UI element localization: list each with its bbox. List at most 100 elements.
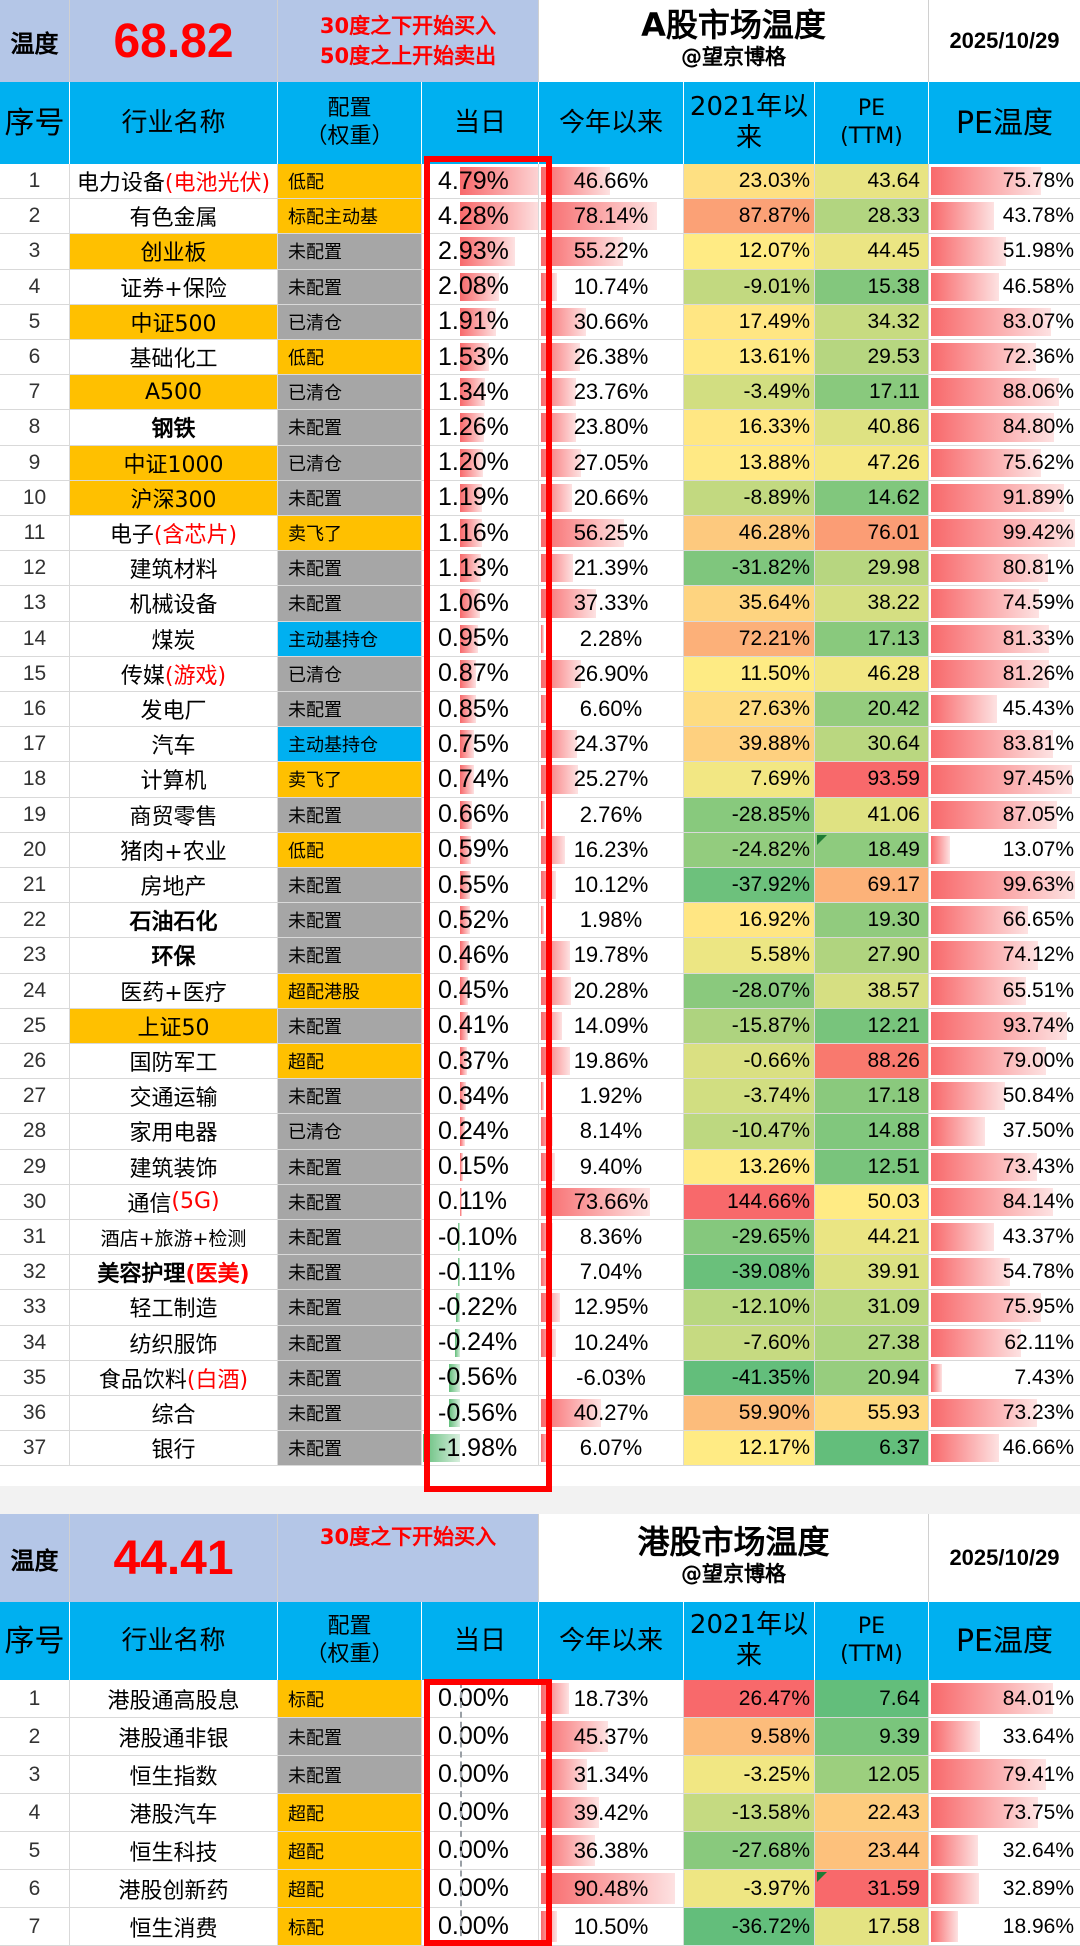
row-index: 27 bbox=[0, 1079, 70, 1114]
pe-temperature-value: 54.78% bbox=[1002, 1260, 1074, 1284]
daily-change-cell: -0.10% bbox=[422, 1220, 539, 1255]
industry-name: A500 bbox=[70, 375, 278, 410]
daily-change-value: 1.53% bbox=[438, 342, 509, 371]
pe-ttm-value: 12.51 bbox=[867, 1154, 920, 1178]
ytd-change-value: 36.38% bbox=[573, 1837, 649, 1863]
daily-change-cell: 0.00% bbox=[422, 1794, 539, 1831]
hk-share-column-header: 序号 行业名称 配置 （权重） 当日 今年以来 2021年以 来 PE (TTM… bbox=[0, 1602, 1080, 1680]
since-2021-value: 12.17% bbox=[738, 1436, 810, 1460]
ytd-change-cell: 46.66% bbox=[539, 164, 684, 199]
a-table-row: 37 银行 未配置 -1.98% 6.07% 12.17% 6.37 46.66% bbox=[0, 1431, 1080, 1467]
pe-temperature-cell: 75.95% bbox=[929, 1290, 1080, 1324]
config-status: 标配 bbox=[278, 1908, 422, 1945]
hk-table-row: 5 恒生科技 超配 0.00% 36.38% -27.68% 23.44 32.64% bbox=[0, 1832, 1080, 1870]
daily-change-bar bbox=[460, 554, 482, 583]
since-2021-cell: 35.64% bbox=[684, 586, 815, 621]
row-index: 14 bbox=[0, 621, 70, 656]
daily-change-value: 0.46% bbox=[438, 940, 509, 969]
pe-temperature-bar bbox=[931, 1223, 994, 1252]
row-index: 24 bbox=[0, 973, 70, 1008]
industry-name: 上证50 bbox=[70, 1008, 278, 1043]
config-status: 超配 bbox=[278, 1832, 422, 1869]
since-2021-cell: -8.89% bbox=[684, 480, 815, 515]
pe-temperature-cell: 99.42% bbox=[929, 516, 1080, 550]
pe-temperature-cell: 37.50% bbox=[929, 1114, 1080, 1148]
pe-ttm-cell: 44.45 bbox=[815, 234, 929, 269]
config-status: 未配置 bbox=[278, 868, 422, 903]
a-table-row: 21 房地产 未配置 0.55% 10.12% -37.92% 69.17 99.63% bbox=[0, 868, 1080, 904]
industry-name-text: 食品饮料 bbox=[98, 1367, 187, 1393]
pe-temperature-bar bbox=[931, 871, 1076, 900]
industry-name-text: 港股通高股息 bbox=[107, 1688, 240, 1714]
daily-change-value: 2.93% bbox=[438, 236, 509, 265]
since-2021-cell: 13.26% bbox=[684, 1149, 815, 1184]
since-2021-cell: -31.82% bbox=[684, 551, 815, 586]
pe-ttm-value: 17.11 bbox=[869, 380, 920, 404]
daily-change-cell: 0.00% bbox=[422, 1832, 539, 1869]
a-table-row: 35 食品饮料 (白酒) 未配置 -0.56% -6.03% -41.35% 20.94 7.4… bbox=[0, 1360, 1080, 1396]
pe-ttm-cell: 17.13 bbox=[815, 621, 929, 656]
since-2021-value: 16.33% bbox=[738, 415, 810, 439]
row-index: 25 bbox=[0, 1008, 70, 1043]
hk-table-row: 7 恒生消费 标配 0.00% 10.50% -36.72% 17.58 18.96% bbox=[0, 1908, 1080, 1946]
row-index: 29 bbox=[0, 1149, 70, 1184]
since-2021-value: 13.88% bbox=[738, 450, 810, 474]
ytd-change-cell: 9.40% bbox=[539, 1149, 684, 1184]
industry-name: 医药+医疗 bbox=[70, 973, 278, 1008]
daily-change-bar bbox=[460, 765, 474, 794]
col-industry-name: 行业名称 bbox=[70, 82, 278, 164]
pe-ttm-value: 47.26 bbox=[867, 450, 920, 474]
daily-change-cell: 1.34% bbox=[422, 375, 539, 410]
daily-change-value: 0.95% bbox=[438, 624, 509, 653]
ytd-change-bar bbox=[541, 1434, 550, 1463]
since-2021-value: -28.07% bbox=[731, 978, 810, 1002]
report-date: 2025/10/29 bbox=[929, 0, 1080, 82]
row-index: 5 bbox=[0, 304, 70, 339]
industry-name: 恒生指数 bbox=[70, 1756, 278, 1793]
industry-name: 国防军工 bbox=[70, 1044, 278, 1079]
daily-change-value: 1.20% bbox=[438, 448, 509, 477]
daily-change-value: -0.11% bbox=[438, 1257, 516, 1286]
pe-ttm-value: 12.05 bbox=[867, 1762, 920, 1786]
page-title: A股市场温度 bbox=[641, 6, 826, 44]
ytd-change-bar bbox=[541, 800, 546, 829]
pe-ttm-cell: 14.88 bbox=[815, 1114, 929, 1149]
daily-change-bar bbox=[460, 343, 489, 372]
pe-ttm-cell: 17.18 bbox=[815, 1079, 929, 1114]
pe-temperature-bar bbox=[931, 1683, 1053, 1714]
pe-ttm-value: 28.33 bbox=[867, 204, 920, 228]
config-status: 未配置 bbox=[278, 1756, 422, 1793]
col-pe-line1: PE bbox=[857, 96, 886, 121]
pe-temperature-cell: 81.26% bbox=[929, 657, 1080, 691]
ytd-change-value: 14.09% bbox=[573, 1012, 649, 1038]
ytd-change-cell: 8.14% bbox=[539, 1114, 684, 1149]
pe-temperature-value: 74.12% bbox=[1002, 943, 1074, 967]
config-status: 未配置 bbox=[278, 903, 422, 938]
row-index: 28 bbox=[0, 1114, 70, 1149]
daily-change-cell: 2.93% bbox=[422, 234, 539, 269]
pe-temperature-value: 72.36% bbox=[1002, 345, 1074, 369]
since-2021-cell: -27.68% bbox=[684, 1832, 815, 1869]
ytd-change-bar bbox=[541, 413, 577, 442]
industry-name-text: 猪肉+农业 bbox=[120, 839, 227, 865]
industry-name: 纺织服饰 bbox=[70, 1325, 278, 1360]
daily-change-value: 1.13% bbox=[438, 553, 509, 582]
daily-change-bar bbox=[460, 237, 516, 266]
author-handle: @望京博格 bbox=[681, 45, 786, 69]
config-status: 低配 bbox=[278, 832, 422, 867]
industry-name-text: 环保 bbox=[151, 945, 196, 971]
ytd-change-cell: 23.80% bbox=[539, 410, 684, 445]
hk-table-row: 4 港股汽车 超配 0.00% 39.42% -13.58% 22.43 73.75% bbox=[0, 1794, 1080, 1832]
pe-temperature-value: 84.14% bbox=[1002, 1189, 1074, 1213]
pe-ttm-value: 43.64 bbox=[867, 169, 920, 193]
pe-temperature-bar bbox=[931, 1797, 1038, 1828]
since-2021-value: 9.58% bbox=[750, 1724, 810, 1748]
pe-ttm-cell: 29.53 bbox=[815, 340, 929, 375]
daily-change-bar bbox=[460, 730, 475, 759]
ytd-change-value: 27.05% bbox=[573, 449, 649, 475]
daily-change-value: 0.00% bbox=[438, 1722, 509, 1750]
since-2021-cell: -39.08% bbox=[684, 1255, 815, 1290]
since-2021-value: -29.65% bbox=[731, 1225, 810, 1249]
hk-page-title: 港股市场温度 bbox=[637, 1523, 830, 1561]
since-2021-cell: 26.47% bbox=[684, 1680, 815, 1717]
